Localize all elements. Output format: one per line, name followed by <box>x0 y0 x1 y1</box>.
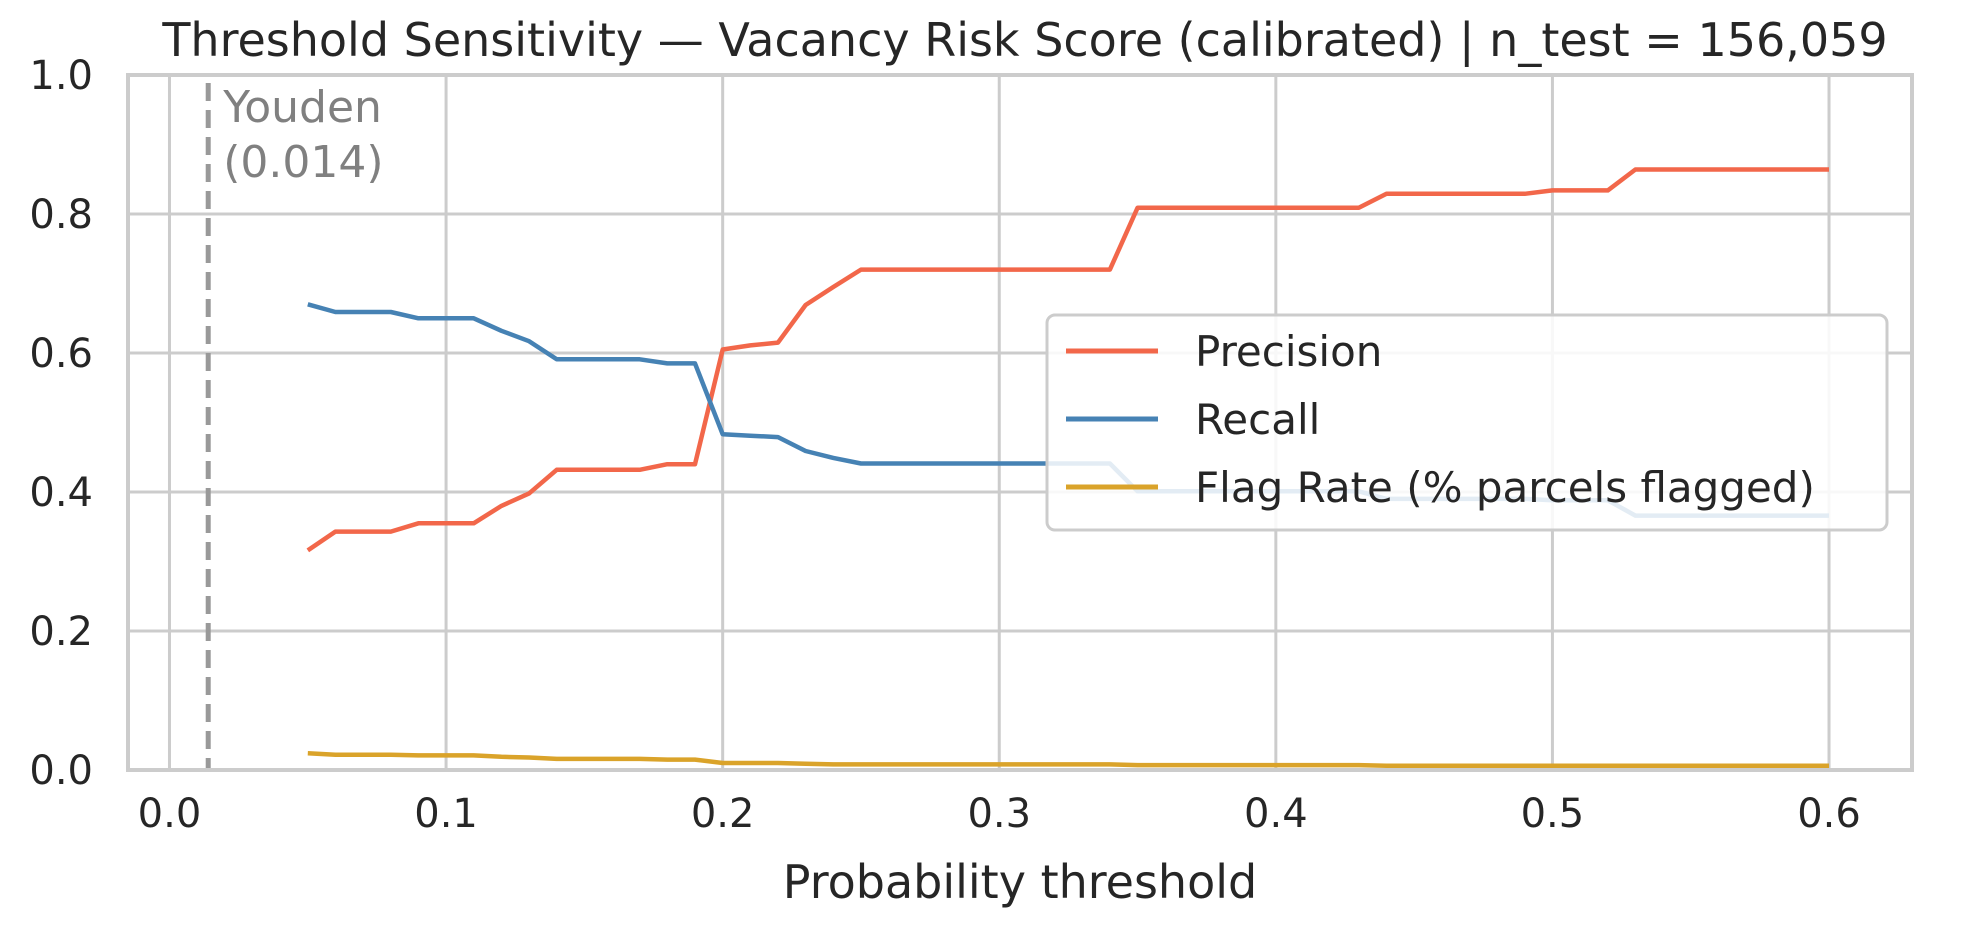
y-tick-label: 0.0 <box>29 748 93 794</box>
series-line-flag <box>307 751 1829 769</box>
x-tick-label: 0.1 <box>414 791 478 837</box>
y-tick-label: 1.0 <box>29 53 93 99</box>
tick-labels: 0.0 0.1 0.2 0.3 0.4 0.5 0.6 0.0 0.2 0.4 0.6 0.8 1.0 <box>29 53 1860 837</box>
x-tick-label: 0.2 <box>691 791 755 837</box>
y-tick-label: 0.2 <box>29 609 93 655</box>
x-tick-label: 0.0 <box>138 791 202 837</box>
x-tick-label: 0.4 <box>1244 791 1308 837</box>
chart-title: Threshold Sensitivity — Vacancy Risk Sco… <box>161 13 1887 68</box>
legend: Precision Recall Flag Rate (% parcels flag… <box>1045 313 1889 532</box>
legend-box <box>1045 313 1889 532</box>
youden-value: (0.014) <box>223 137 383 188</box>
x-axis-label: Probability threshold <box>783 855 1257 909</box>
y-tick-label: 0.4 <box>29 470 93 516</box>
y-tick-label: 0.8 <box>29 192 93 238</box>
series-line-precision <box>306 167 1829 553</box>
x-tick-label: 0.5 <box>1521 791 1585 837</box>
legend-label: Recall <box>1195 395 1320 444</box>
x-tick-label: 0.6 <box>1797 791 1861 837</box>
x-tick-label: 0.3 <box>967 791 1031 837</box>
plot-frame <box>126 73 1914 772</box>
legend-label: Flag Rate (% parcels flagged) <box>1195 463 1815 512</box>
y-tick-label: 0.6 <box>29 331 93 377</box>
legend-label: Precision <box>1195 327 1382 376</box>
youden-annotation: Youden(0.014) <box>205 82 384 770</box>
youden-label: Youden <box>222 82 382 133</box>
